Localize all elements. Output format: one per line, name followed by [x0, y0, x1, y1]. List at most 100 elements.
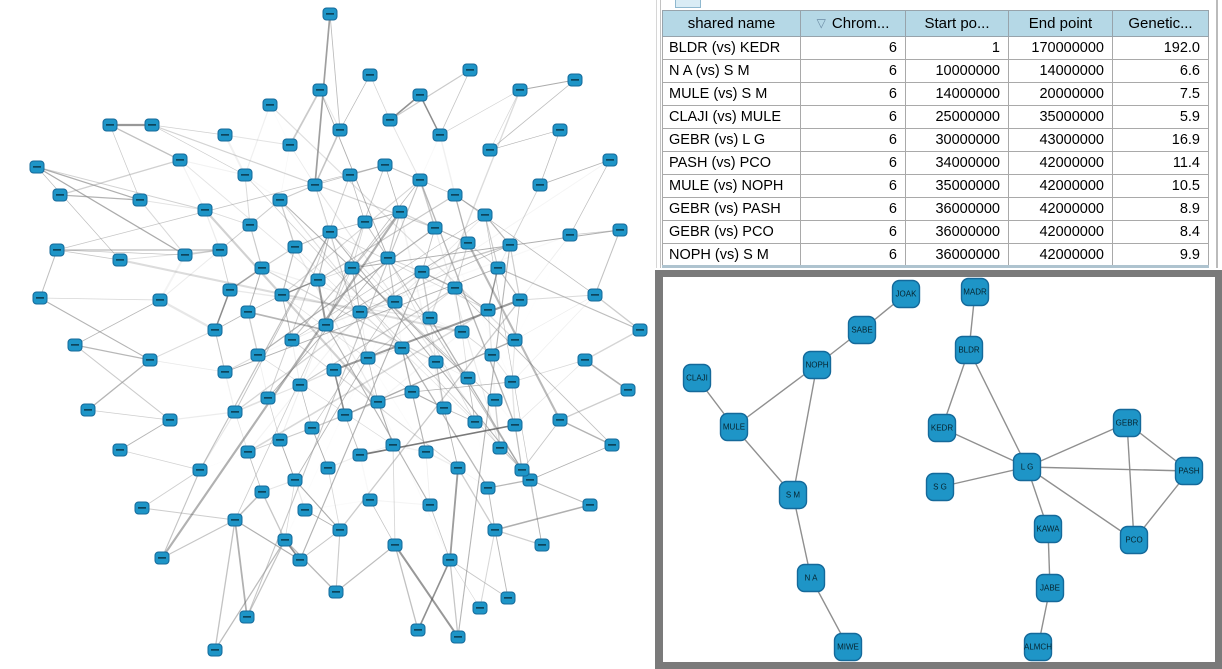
network-node[interactable] [587, 288, 603, 302]
network-node[interactable] [217, 128, 233, 142]
network-node[interactable] [287, 473, 303, 487]
table-cell[interactable]: 10000000 [905, 59, 1009, 83]
node-miwe[interactable]: MIWE [833, 632, 863, 662]
network-node[interactable] [32, 291, 48, 305]
network-node[interactable] [532, 178, 548, 192]
network-node[interactable] [552, 413, 568, 427]
table-cell[interactable]: 42000000 [1008, 220, 1113, 244]
network-node[interactable] [418, 445, 434, 459]
table-cell[interactable]: 6 [800, 151, 906, 175]
table-cell[interactable]: 16.9 [1112, 128, 1209, 152]
network-node[interactable] [272, 433, 288, 447]
network-node[interactable] [80, 403, 96, 417]
network-node[interactable] [436, 401, 452, 415]
network-node[interactable] [240, 305, 256, 319]
network-node[interactable] [177, 248, 193, 262]
network-node[interactable] [567, 73, 583, 87]
table-cell[interactable]: 5.9 [1112, 105, 1209, 129]
network-node[interactable] [274, 288, 290, 302]
network-node[interactable] [462, 63, 478, 77]
network-node[interactable] [412, 173, 428, 187]
network-node[interactable] [472, 601, 488, 615]
table-row[interactable]: MULE (vs) NOPH 6 35000000 42000000 10.5 [662, 174, 1209, 198]
network-node[interactable] [242, 218, 258, 232]
network-node[interactable] [370, 395, 386, 409]
table-cell[interactable]: GEBR (vs) PCO [662, 220, 801, 244]
network-node[interactable] [454, 325, 470, 339]
table-cell[interactable]: 8.4 [1112, 220, 1209, 244]
network-node[interactable] [432, 128, 448, 142]
network-edge[interactable] [939, 466, 1028, 488]
network-node[interactable] [477, 208, 493, 222]
table-cell[interactable]: 35000000 [905, 174, 1009, 198]
table-cell[interactable]: N A (vs) S M [662, 59, 801, 83]
network-node[interactable] [292, 378, 308, 392]
table-cell[interactable]: 36000000 [905, 197, 1009, 221]
network-node[interactable] [577, 353, 593, 367]
table-cell[interactable]: 11.4 [1112, 151, 1209, 175]
node-pco[interactable]: PCO [1119, 525, 1149, 555]
table-cell[interactable]: 6 [800, 128, 906, 152]
column-header-chromosome[interactable]: ▽ Chrom... [800, 10, 906, 37]
network-node-shape[interactable] [1033, 514, 1063, 544]
network-node[interactable] [504, 375, 520, 389]
table-cell[interactable]: 6 [800, 174, 906, 198]
table-cell[interactable]: 42000000 [1008, 174, 1113, 198]
network-node[interactable] [197, 203, 213, 217]
network-node[interactable] [260, 391, 276, 405]
network-node[interactable] [328, 585, 344, 599]
network-node[interactable] [227, 405, 243, 419]
network-node-shape[interactable] [927, 413, 957, 443]
node-l-g[interactable]: L G [1012, 452, 1042, 482]
network-node[interactable] [490, 261, 506, 275]
node-n-a[interactable]: N A [796, 563, 826, 593]
node-s-g[interactable]: S G [925, 472, 955, 502]
table-cell[interactable]: GEBR (vs) L G [662, 128, 801, 152]
network-node[interactable] [217, 365, 233, 379]
network-node[interactable] [352, 305, 368, 319]
network-node[interactable] [162, 413, 178, 427]
table-cell[interactable]: 36000000 [905, 220, 1009, 244]
network-node[interactable] [310, 273, 326, 287]
network-node[interactable] [29, 160, 45, 174]
table-cell[interactable]: 43000000 [1008, 128, 1113, 152]
network-node[interactable] [362, 68, 378, 82]
table-cell[interactable]: 1 [905, 36, 1009, 60]
network-node[interactable] [484, 348, 500, 362]
subnetwork-canvas[interactable]: JOAK MADR SABE NOPH BLDR CLAJI MULE KEDR GEBR L G… [663, 277, 1215, 662]
network-node[interactable] [612, 223, 628, 237]
network-node[interactable] [467, 415, 483, 429]
table-cell[interactable]: 42000000 [1008, 151, 1113, 175]
network-node[interactable] [52, 188, 68, 202]
network-node[interactable] [207, 323, 223, 337]
network-node-shape[interactable] [778, 480, 808, 510]
network-node[interactable] [602, 153, 618, 167]
network-node-shape[interactable] [847, 315, 877, 345]
network-node[interactable] [427, 221, 443, 235]
network-node-shape[interactable] [682, 363, 712, 393]
network-node[interactable] [514, 463, 530, 477]
table-cell[interactable]: 10.5 [1112, 174, 1209, 198]
table-cell[interactable]: 6 [800, 82, 906, 106]
network-node-shape[interactable] [925, 472, 955, 502]
network-node[interactable] [254, 261, 270, 275]
network-node[interactable] [387, 295, 403, 309]
network-node[interactable] [344, 261, 360, 275]
network-node[interactable] [322, 7, 338, 21]
column-header-end-point[interactable]: End point [1008, 10, 1113, 37]
table-cell[interactable]: 30000000 [905, 128, 1009, 152]
network-node[interactable] [172, 153, 188, 167]
network-edge[interactable] [1126, 422, 1135, 541]
table-row[interactable]: GEBR (vs) L G 6 30000000 43000000 16.9 [662, 128, 1209, 152]
network-node[interactable] [442, 553, 458, 567]
network-node[interactable] [414, 265, 430, 279]
network-node[interactable] [212, 243, 228, 257]
network-node[interactable] [450, 630, 466, 644]
network-node[interactable] [487, 523, 503, 537]
network-node[interactable] [132, 193, 148, 207]
network-node[interactable] [192, 463, 208, 477]
network-node-shape[interactable] [1035, 573, 1065, 603]
network-node[interactable] [460, 371, 476, 385]
network-node-shape[interactable] [1112, 408, 1142, 438]
node-kawa[interactable]: KAWA [1033, 514, 1063, 544]
